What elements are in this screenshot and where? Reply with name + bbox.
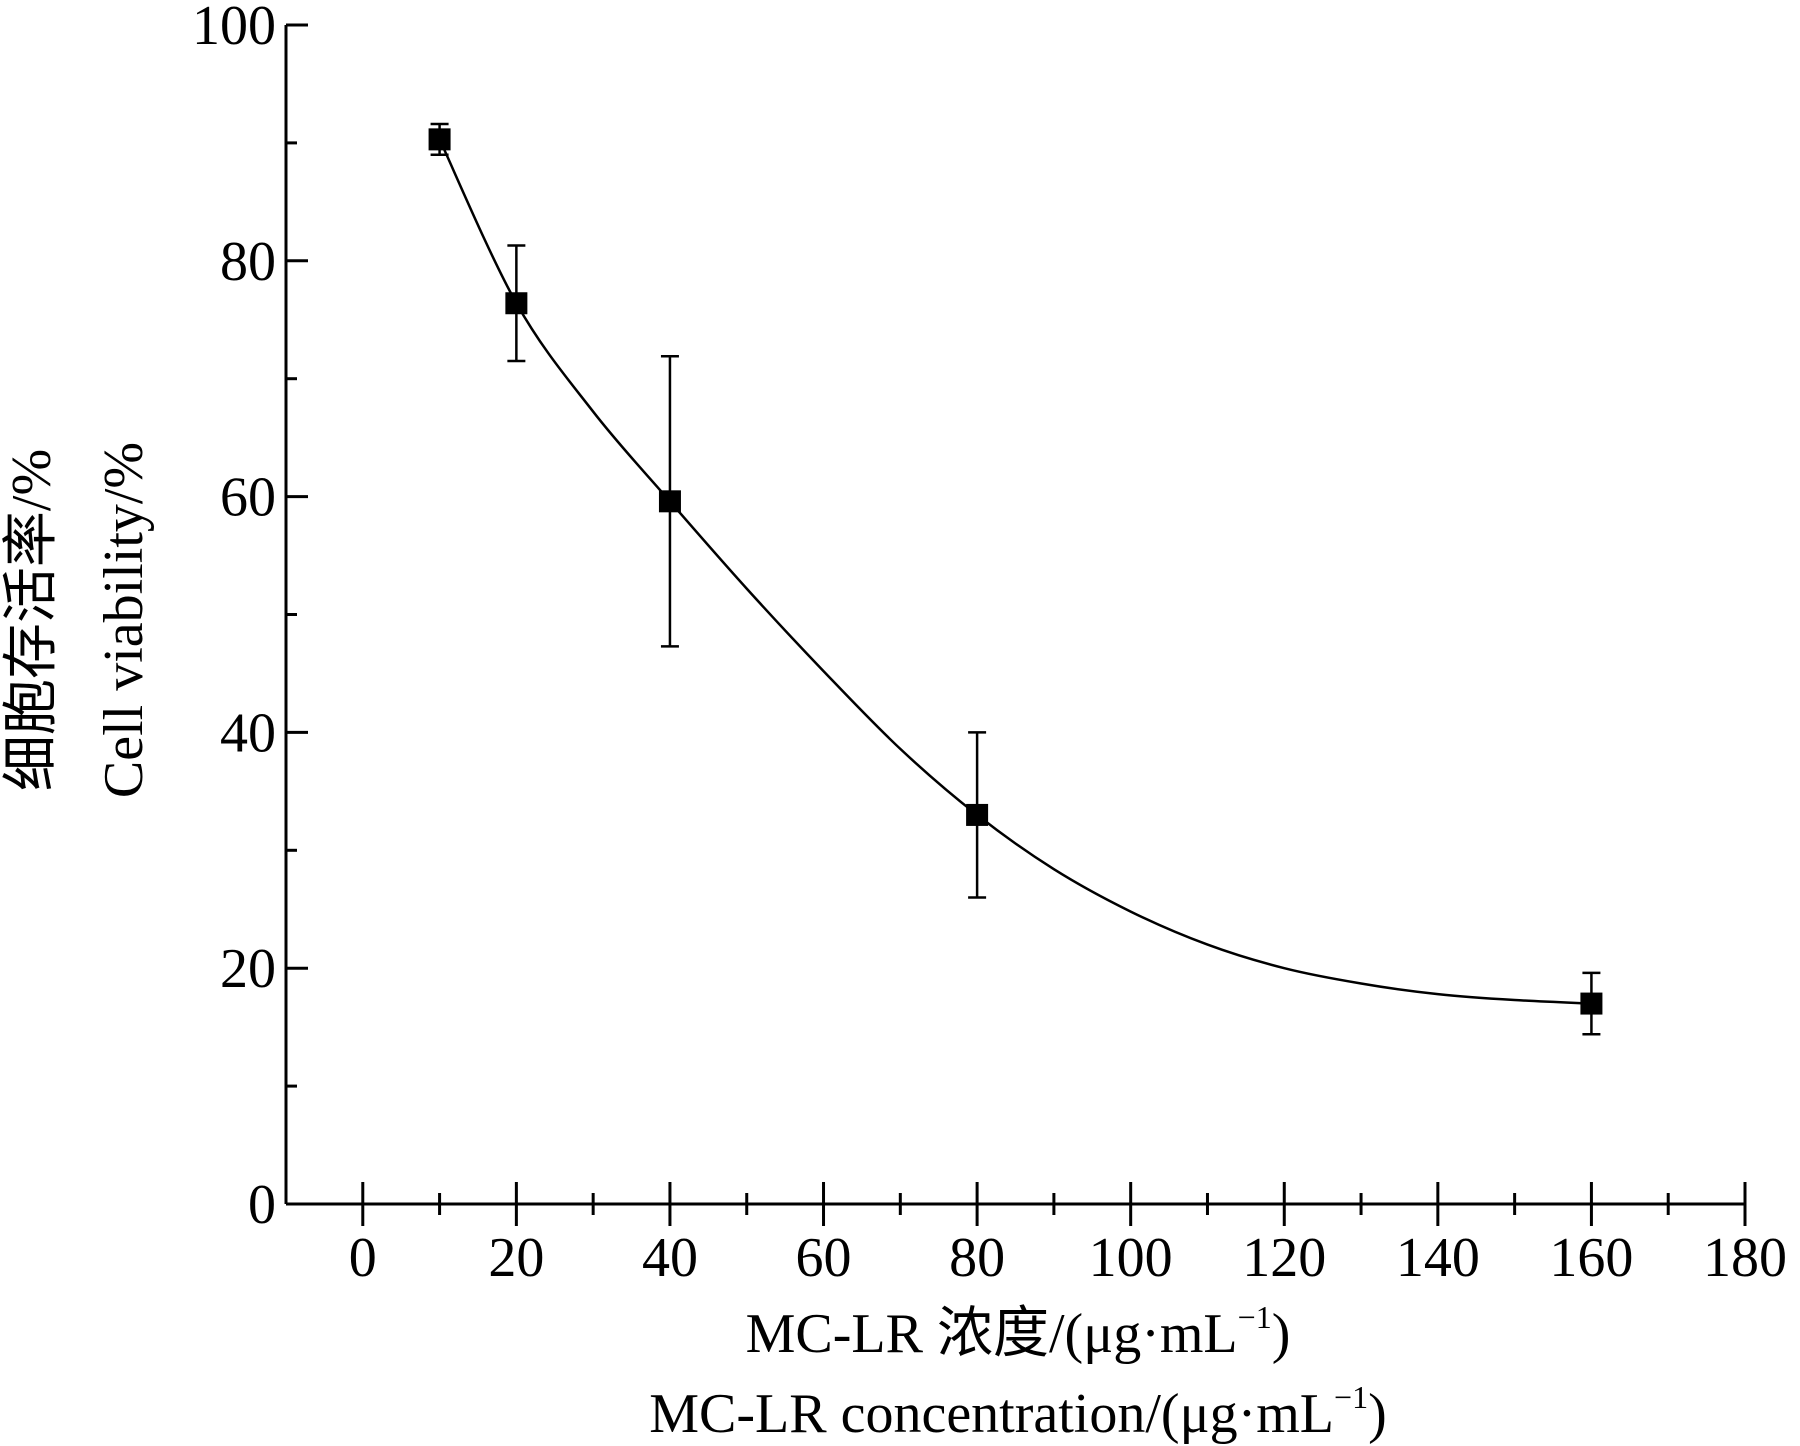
x-tick-label: 140 bbox=[1396, 1227, 1480, 1289]
error-bars bbox=[430, 122, 1601, 1036]
y-axis-title-cn: 细胞存活率/% bbox=[1, 449, 63, 791]
x-tick-label: 0 bbox=[349, 1227, 377, 1289]
fit-curve bbox=[438, 138, 1592, 1005]
x-tick-label: 80 bbox=[949, 1227, 1005, 1289]
data-point-marker bbox=[505, 292, 528, 315]
x-axis-title-en: MC-LR concentration/(μg·mL−1) bbox=[649, 1379, 1386, 1445]
x-tick-label: 60 bbox=[796, 1227, 852, 1289]
y-axis-title-en: Cell viability/% bbox=[93, 442, 155, 798]
x-tick-label: 100 bbox=[1089, 1227, 1173, 1289]
axes bbox=[284, 25, 1745, 1206]
data-point-marker bbox=[1580, 992, 1603, 1015]
data-point-marker bbox=[428, 128, 451, 151]
y-tick-label: 80 bbox=[220, 231, 276, 293]
y-tick-label: 60 bbox=[220, 467, 276, 529]
y-tick-label: 40 bbox=[220, 702, 276, 764]
x-ticks: 0 20 40 60 80 100 120 140 160 180 bbox=[349, 1182, 1787, 1289]
y-tick-label: 100 bbox=[192, 0, 276, 57]
x-tick-label: 20 bbox=[488, 1227, 544, 1289]
y-tick-label: 20 bbox=[220, 938, 276, 1000]
x-tick-label: 40 bbox=[642, 1227, 698, 1289]
x-tick-label: 120 bbox=[1242, 1227, 1326, 1289]
x-tick-label: 180 bbox=[1703, 1227, 1787, 1289]
x-axis-title-cn: MC-LR 浓度/(μg·mL−1) bbox=[746, 1299, 1291, 1365]
y-ticks: 0 20 40 60 80 100 bbox=[192, 0, 308, 1236]
data-point-marker bbox=[966, 803, 989, 826]
data-points bbox=[428, 128, 1603, 1015]
y-tick-label: 0 bbox=[248, 1174, 276, 1236]
data-point-marker bbox=[658, 490, 681, 513]
x-tick-label: 160 bbox=[1549, 1227, 1633, 1289]
